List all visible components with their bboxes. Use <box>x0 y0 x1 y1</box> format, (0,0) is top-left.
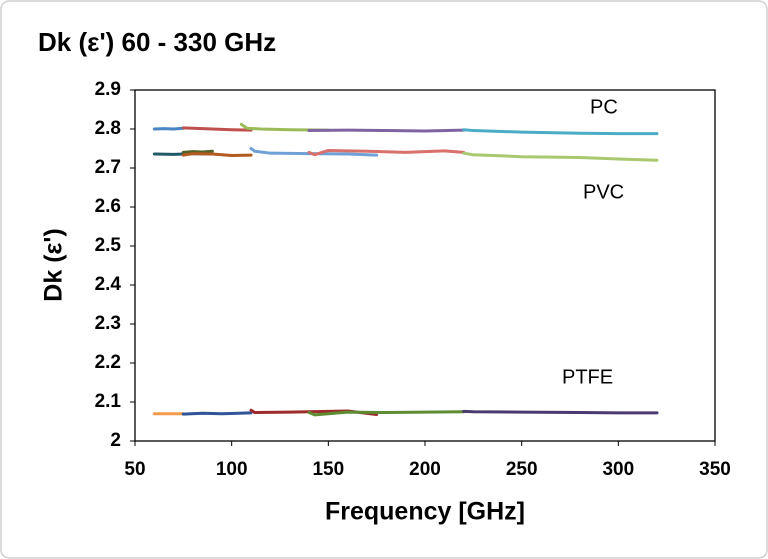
y-tick-label: 2.1 <box>95 391 122 412</box>
data-line <box>462 128 659 136</box>
data-line <box>181 149 214 154</box>
data-line <box>181 152 253 158</box>
y-tick-label: 2.7 <box>95 157 121 178</box>
x-tick-label: 300 <box>602 459 634 480</box>
y-tick-label: 2.9 <box>95 79 121 100</box>
y-tick-label: 2.2 <box>95 352 121 373</box>
data-line <box>181 411 253 416</box>
x-tick-label: 100 <box>216 459 248 480</box>
chart-title: Dk (ε') 60 - 330 GHz <box>38 27 276 57</box>
data-line <box>462 409 659 415</box>
x-axis-title: Frequency [GHz] <box>325 498 525 526</box>
x-tick-label: 50 <box>124 459 145 480</box>
y-tick-label: 2 <box>110 430 121 451</box>
x-tick-label: 200 <box>409 459 441 480</box>
data-line <box>249 147 379 157</box>
y-axis-title: Dk (ε') <box>40 228 68 301</box>
data-line <box>307 410 466 417</box>
data-line <box>239 122 330 132</box>
y-tick-label: 2.5 <box>95 235 122 256</box>
annotation: PVC <box>583 181 624 203</box>
x-tick-label: 250 <box>506 459 538 480</box>
data-line <box>462 151 659 162</box>
data-line <box>181 126 253 132</box>
y-tick-label: 2.4 <box>95 274 122 295</box>
data-line <box>307 128 466 133</box>
data-line <box>152 126 185 131</box>
x-tick-label: 150 <box>312 459 344 480</box>
y-tick-label: 2.6 <box>95 196 121 217</box>
y-tick-label: 2.3 <box>95 313 121 334</box>
y-tick-label: 2.8 <box>95 118 121 139</box>
annotation: PC <box>590 96 618 118</box>
x-tick-label: 350 <box>699 459 731 480</box>
data-line <box>307 148 466 157</box>
annotation: PTFE <box>562 366 613 388</box>
